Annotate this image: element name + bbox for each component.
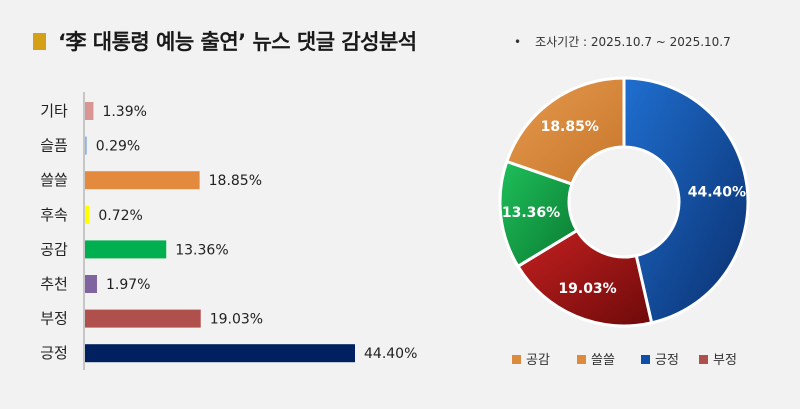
legend-label: 공감	[526, 353, 550, 368]
donut-slice-3	[504, 76, 626, 186]
bar-category-label: 슬픔	[40, 137, 68, 155]
survey-period: • 조사기간 : 2025.10.7 ~ 2025.10.7	[514, 33, 731, 50]
bar-value-label: 18.85%	[209, 173, 262, 189]
legend-swatch	[512, 355, 521, 364]
legend-label: 쓸쓸	[591, 353, 615, 368]
bar-category-label: 추천	[40, 275, 68, 293]
donut-slice-0	[622, 76, 750, 325]
bar-value-label: 0.29%	[96, 139, 140, 155]
bar-category-label: 후속	[40, 206, 68, 224]
bar-5	[85, 275, 97, 293]
bar-7	[85, 344, 355, 363]
bar-value-label: 13.36%	[175, 242, 228, 258]
bar-value-label: 1.97%	[106, 277, 150, 293]
bar-0	[85, 102, 94, 120]
donut-value-label: 13.36%	[502, 205, 560, 221]
bar-category-label: 공감	[40, 240, 68, 258]
period-text: 조사기간 : 2025.10.7 ~ 2025.10.7	[535, 35, 731, 49]
bar-3	[85, 205, 90, 224]
donut-value-label: 19.03%	[558, 281, 616, 297]
legend-swatch	[699, 355, 708, 364]
bar-value-label: 0.72%	[98, 208, 142, 224]
legend-swatch	[577, 355, 586, 364]
bar-category-label: 긍정	[40, 344, 68, 362]
donut-slice-1	[515, 228, 654, 328]
donut-chart: 44.40% 19.03% 13.36% 18.85%	[498, 76, 750, 328]
bar-category-label: 기타	[40, 102, 68, 120]
bar-category-label: 쓸쓸	[40, 171, 68, 189]
title-marker	[33, 33, 46, 50]
bar-1	[85, 136, 87, 155]
bar-value-label: 19.03%	[210, 312, 263, 328]
legend-label: 긍정	[655, 353, 679, 368]
donut-value-label: 44.40%	[688, 185, 746, 201]
bar-value-label: 44.40%	[364, 346, 417, 362]
bar-value-label: 1.39%	[102, 104, 146, 120]
bar-category-label: 부정	[40, 310, 68, 328]
bar-4	[85, 240, 167, 259]
bar-chart: 기타 1.39% 슬픔 0.29% 쓸쓸 18.85% 후속 0.72% 공감 13.36% 추천 1…	[40, 92, 417, 370]
legend-swatch	[641, 355, 650, 364]
bar-2	[85, 171, 200, 190]
legend-label: 부정	[713, 353, 737, 368]
chart-title: ‘李 대통령 예능 출연’ 뉴스 댓글 감성분석	[58, 30, 417, 54]
bar-6	[85, 309, 201, 328]
donut-value-label: 18.85%	[541, 119, 599, 135]
period-bullet: •	[514, 35, 522, 49]
donut-legend: 공감 쓸쓸 긍정 부정	[512, 353, 737, 368]
